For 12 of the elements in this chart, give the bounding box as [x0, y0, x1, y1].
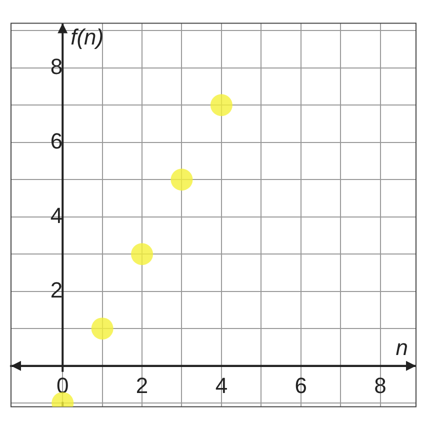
- x-tick-label: 0: [56, 372, 69, 398]
- x-tick-label: 6: [294, 372, 307, 398]
- x-tick-label: 2: [136, 372, 148, 398]
- x-tick-label: 8: [374, 372, 386, 398]
- point: [210, 94, 232, 116]
- y-tick-label: 2: [50, 277, 63, 302]
- x-axis-title: n: [396, 334, 408, 360]
- point: [131, 243, 154, 266]
- x-tick-label: 4: [215, 372, 228, 398]
- point: [170, 168, 193, 191]
- point: [91, 318, 114, 340]
- y-axis-title: f(n): [70, 24, 104, 50]
